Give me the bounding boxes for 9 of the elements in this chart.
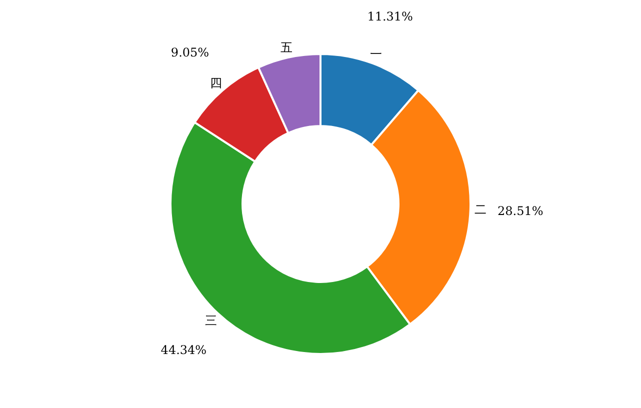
slice-label: 一 [370,46,382,61]
slice-label: 三 [205,314,218,328]
data-label: 44.34% [160,342,207,357]
data-label: 28.51% [497,204,544,218]
slice-label: 二 [474,202,486,217]
slice-label: 四 [210,76,222,90]
data-label: 11.31% [367,9,413,24]
data-label: 9.05% [170,45,210,60]
slice-label: 五 [280,40,293,55]
